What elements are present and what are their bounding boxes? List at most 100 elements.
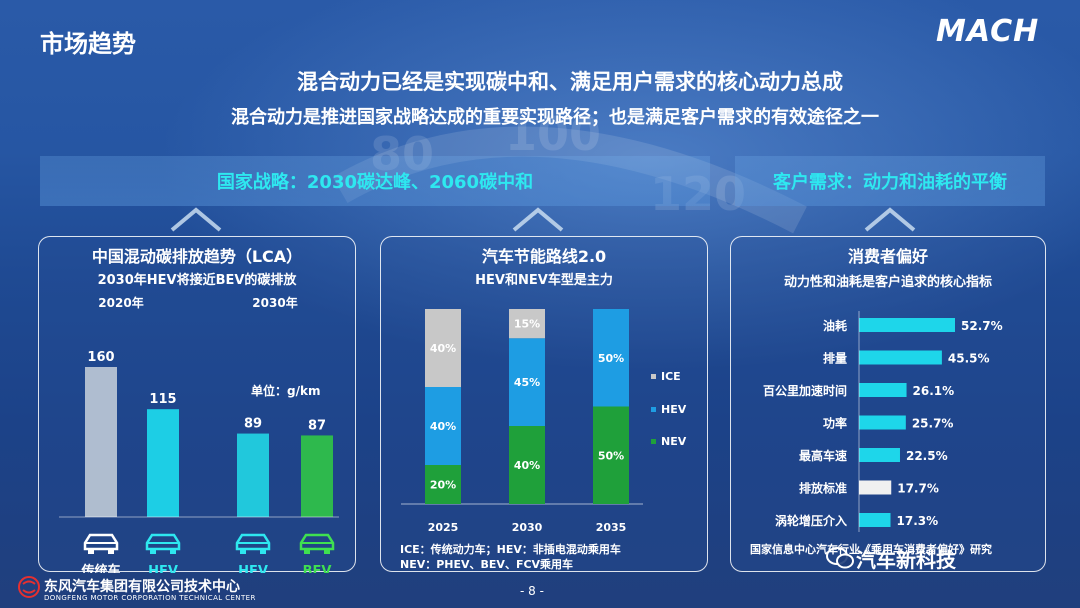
headline-secondary: 混合动力是推进国家战略达成的重要实现路径；也是满足客户需求的有效途径之一 [231, 107, 879, 128]
preference-category-label: 功率 [823, 416, 847, 431]
segment-label: 15% [514, 318, 540, 331]
stacked-segment [509, 309, 545, 339]
car-icon [83, 533, 119, 554]
national-strategy-label: 国家战略：2030碳达峰、2060碳中和 [216, 172, 534, 193]
preference-value-label: 45.5% [948, 352, 990, 366]
category-label: 2030 [512, 521, 543, 534]
vehicle-type-label: HEV [238, 564, 268, 573]
category-label: 2035 [596, 521, 627, 534]
emission-value-label: 160 [87, 350, 114, 365]
car-icon [235, 533, 271, 554]
emission-bar [147, 409, 179, 517]
preference-category-label: 最高车速 [799, 448, 847, 463]
stacked-segment [509, 338, 545, 426]
vehicle-type-label: BEV [303, 564, 332, 573]
preference-bar [859, 318, 955, 332]
unit-label: 单位：g/km [251, 383, 320, 398]
stacked-segment [593, 309, 629, 407]
stacked-segment [509, 426, 545, 504]
vehicle-type-label: HEV [148, 564, 178, 573]
segment-label: 50% [598, 352, 624, 365]
car-icon [145, 533, 181, 554]
preference-bar [859, 480, 892, 495]
stacked-segment [425, 387, 461, 465]
preference-category-label: 排放标准 [799, 481, 847, 496]
company-name-en: DONGFENG MOTOR CORPORATION TECHNICAL CEN… [44, 594, 256, 602]
mach-logo: MACH [936, 14, 1040, 49]
preference-value-label: 26.1% [913, 384, 955, 398]
preference-category-label: 排量 [823, 351, 847, 366]
emission-chart-title: 中国混动碳排放趋势（LCA） [91, 247, 303, 266]
preference-bar-chart: 油耗 52.7% 排量 45.5% 百公里加速时间 26.1% 功率 25.7% 最高车速 22.… [763, 311, 1003, 532]
energy-saving-route-panel: 汽车节能路线2.0 HEV和NEV车型是主力 20% 40% 40% 2025 40% 4… [380, 236, 708, 572]
preference-source: 国家信息中心汽车行业《乘用车消费者偏好》研究 [750, 543, 992, 556]
emission-trend-panel: 中国混动碳排放趋势（LCA） 2030年HEV将接近BEV的碳排放 2020年 2… [38, 236, 356, 573]
vehicle-type-label: 传统车 [80, 563, 120, 573]
preference-category-label: 涡轮增压介入 [775, 513, 847, 528]
route-note-2: NEV：PHEV、BEV、FCV乘用车 [400, 558, 574, 571]
chevron-up-icon [512, 207, 564, 232]
car-icon [299, 533, 335, 554]
stacked-segment [425, 465, 461, 504]
group-label: 2030年 [252, 295, 297, 310]
customer-demand-band: 客户需求：动力和油耗的平衡 [735, 156, 1045, 206]
segment-label: 40% [430, 342, 456, 355]
speedo-label: 100 [505, 107, 601, 161]
preference-bar [859, 415, 906, 430]
emission-bar [301, 435, 333, 517]
emission-bar [85, 367, 117, 517]
page-title: 市场趋势 [40, 30, 136, 58]
company-name: 东风汽车集团有限公司技术中心 [44, 579, 240, 595]
legend-swatch [651, 439, 656, 444]
segment-label: 40% [430, 420, 456, 433]
chevron-up-icon [864, 207, 916, 232]
preference-bar [859, 350, 942, 365]
emission-value-label: 87 [308, 418, 326, 433]
national-strategy-band: 国家战略：2030碳达峰、2060碳中和 [40, 156, 710, 206]
preference-bar [859, 383, 907, 397]
stacked-segment [425, 309, 461, 387]
segment-label: 20% [430, 479, 456, 492]
emission-bar [237, 433, 269, 517]
group-label: 2020年 [98, 295, 143, 310]
consumer-preference-panel: 消费者偏好 动力性和油耗是客户追求的核心指标 油耗 52.7% 排量 45.5% 百公里… [730, 236, 1046, 572]
emission-value-label: 89 [244, 417, 262, 432]
category-label: 2025 [428, 521, 459, 534]
route-stacked-chart: 20% 40% 40% 2025 40% 45% 15% 2030 50% 50% 2035 ICE H… [401, 309, 687, 534]
watermark: 汽车新科技 [856, 548, 956, 572]
customer-demand-label: 客户需求：动力和油耗的平衡 [773, 172, 1007, 193]
preference-value-label: 52.7% [961, 319, 1003, 333]
legend-label: HEV [661, 403, 687, 416]
speedo-label: 80 [370, 127, 434, 181]
route-chart-subtitle: HEV和NEV车型是主力 [475, 273, 613, 288]
wechat-icon [826, 547, 854, 569]
emission-chart-subtitle: 2030年HEV将接近BEV的碳排放 [97, 273, 297, 288]
route-note-1: ICE：传统动力车；HEV：非插电混动乘用车 [400, 543, 621, 556]
speedometer-decoration: 80 100 120 [332, 107, 807, 234]
segment-label: 45% [514, 376, 540, 389]
chevron-up-icon [170, 207, 222, 232]
preference-value-label: 22.5% [906, 449, 948, 463]
preference-category-label: 油耗 [823, 318, 847, 333]
dongfeng-logo-icon [18, 576, 40, 598]
segment-label: 50% [598, 449, 624, 462]
preference-category-label: 百公里加速时间 [763, 383, 847, 398]
preference-value-label: 25.7% [912, 417, 954, 431]
page-number: - 8 - [520, 584, 544, 598]
preference-bar [859, 448, 900, 462]
preference-chart-subtitle: 动力性和油耗是客户追求的核心指标 [783, 275, 992, 290]
preference-value-label: 17.7% [897, 482, 939, 496]
stacked-segment [593, 406, 629, 504]
preference-value-label: 17.3% [897, 514, 939, 528]
route-chart-title: 汽车节能路线2.0 [481, 247, 607, 266]
preference-bar [859, 513, 891, 527]
headline-primary: 混合动力已经是实现碳中和、满足用户需求的核心动力总成 [297, 70, 843, 94]
legend-label: ICE [661, 370, 681, 383]
preference-chart-title: 消费者偏好 [847, 247, 928, 266]
segment-label: 40% [514, 459, 540, 472]
legend-swatch [651, 407, 656, 412]
emission-value-label: 115 [149, 392, 176, 407]
speedo-label: 120 [650, 167, 746, 221]
